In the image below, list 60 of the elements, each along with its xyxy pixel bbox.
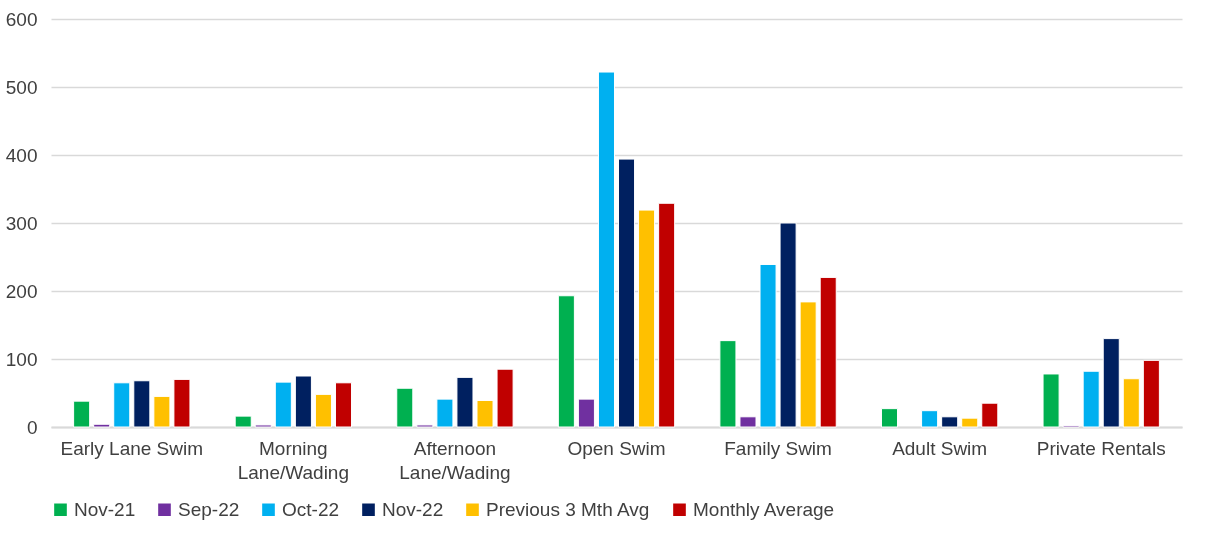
y-tick-label: 400 xyxy=(5,144,38,166)
bar xyxy=(618,158,636,428)
legend-label: Oct-22 xyxy=(282,498,340,520)
bar xyxy=(396,387,414,428)
bar xyxy=(1042,373,1060,428)
bar xyxy=(819,276,837,428)
bar xyxy=(739,416,757,428)
bar xyxy=(314,393,332,428)
y-tick-label: 600 xyxy=(5,8,38,30)
y-tick-label: 100 xyxy=(5,348,38,370)
bar xyxy=(294,375,312,428)
bar xyxy=(496,368,514,428)
bar xyxy=(334,382,353,428)
legend-label: Sep-22 xyxy=(178,498,240,520)
bar xyxy=(173,378,191,428)
bar xyxy=(880,408,899,428)
x-tick-label: Early Lane Swim xyxy=(60,437,204,459)
y-tick-label: 0 xyxy=(26,416,38,438)
legend-label: Monthly Average xyxy=(693,498,835,520)
x-tick-label: Private Rentals xyxy=(1036,437,1166,459)
bar xyxy=(476,399,494,428)
y-tick-label: 300 xyxy=(5,212,38,234)
x-tick-label: Family Swim xyxy=(724,437,832,459)
x-tick-label: Adult Swim xyxy=(892,437,988,459)
bar xyxy=(921,410,939,428)
bar xyxy=(153,395,171,428)
y-tick-label: 500 xyxy=(5,76,38,98)
bar xyxy=(456,376,474,428)
bar xyxy=(1082,370,1100,428)
legend-label: Previous 3 Mth Avg xyxy=(486,498,650,520)
bar xyxy=(1102,338,1120,428)
bar xyxy=(799,301,817,428)
bar xyxy=(113,382,131,428)
bar xyxy=(577,398,595,428)
bar xyxy=(658,202,676,428)
bar xyxy=(961,417,979,428)
legend-label: Nov-22 xyxy=(382,498,444,520)
x-tick-label: Open Swim xyxy=(567,437,666,459)
bar xyxy=(416,424,434,428)
bar xyxy=(254,424,272,428)
x-tick-label: Afternoon Lane/Wading xyxy=(399,437,511,483)
bar xyxy=(1122,378,1140,428)
bar xyxy=(941,416,959,428)
bar xyxy=(274,381,292,428)
bar xyxy=(557,295,575,428)
x-tick-label: Morning Lane/Wading xyxy=(237,437,349,483)
bar xyxy=(779,222,797,428)
bar xyxy=(759,263,777,428)
bar xyxy=(981,402,999,428)
bar xyxy=(73,400,91,428)
bar xyxy=(234,415,252,428)
bar xyxy=(719,340,737,428)
bar xyxy=(597,71,615,428)
bar xyxy=(638,209,656,428)
legend-label: Nov-21 xyxy=(74,498,136,520)
bar xyxy=(1142,359,1160,428)
bar xyxy=(93,423,111,428)
bar xyxy=(133,380,151,428)
y-tick-label: 200 xyxy=(5,280,38,302)
bar xyxy=(436,398,454,428)
